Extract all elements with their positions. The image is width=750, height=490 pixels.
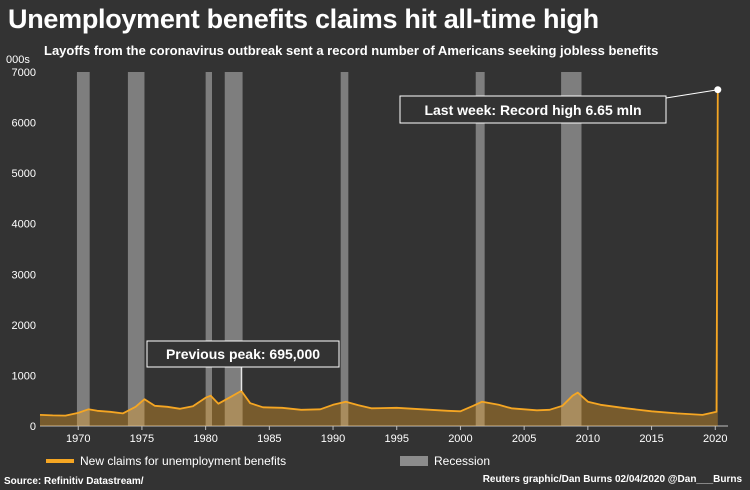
y-axis-unit-label: 000s: [6, 54, 30, 66]
annotations: Previous peak: 695,000 Last week: Record …: [146, 86, 722, 391]
record-high-label: Last week: Record high 6.65 mln: [424, 102, 641, 118]
recession-band-7: [561, 72, 582, 426]
x-tick-label-1970: 1970: [66, 433, 90, 445]
recession-swatch: [400, 456, 428, 466]
x-tick-label-2005: 2005: [512, 433, 536, 445]
x-tick-label-1985: 1985: [257, 433, 281, 445]
y-tick-label-6000: 6000: [12, 118, 36, 130]
y-tick-label-0: 0: [30, 421, 36, 433]
previous-peak-label: Previous peak: 695,000: [166, 346, 320, 362]
claims-series: [39, 89, 719, 426]
y-tick-label-5000: 5000: [12, 168, 36, 180]
legend-claims-label: New claims for unemployment benefits: [80, 454, 287, 468]
x-axis: 1970 1975 1980 1985 1990 1995 2000 2005 2010 2015…: [40, 425, 728, 445]
y-axis: 000s 0 1000 2000 3000 4000 5000 6000 7000: [6, 54, 36, 433]
credit-note: Reuters graphic/Dan Burns 02/04/2020 @Da…: [482, 474, 742, 485]
claims-line: [39, 89, 719, 417]
previous-peak-box: [146, 340, 340, 368]
record-high-box: [399, 95, 667, 124]
recession-bands: [76, 72, 582, 426]
record-high-leader: [665, 89, 718, 99]
x-tick-label-2010: 2010: [576, 433, 600, 445]
chart-title: Unemployment benefits claims hit all-tim…: [8, 4, 599, 34]
recession-band-5: [340, 72, 349, 426]
x-tick-label-1990: 1990: [321, 433, 345, 445]
x-tick-label-2000: 2000: [448, 433, 472, 445]
x-tick-label-2015: 2015: [639, 433, 663, 445]
recession-band-4: [224, 72, 243, 426]
x-tick-label-1975: 1975: [130, 433, 154, 445]
legend-recession-label: Recession: [434, 454, 491, 468]
legend-recession: Recession: [400, 454, 490, 468]
legend-claims: New claims for unemployment benefits: [46, 454, 286, 468]
y-tick-label-1000: 1000: [12, 370, 36, 382]
claims-swatch: [46, 459, 74, 463]
y-tick-label-7000: 7000: [12, 67, 36, 79]
x-tick-label-1980: 1980: [193, 433, 217, 445]
y-tick-label-3000: 3000: [12, 269, 36, 281]
source-note: Source: Refinitiv Datastream/: [4, 476, 144, 487]
x-tick-label-2020: 2020: [703, 433, 727, 445]
chart-subtitle: Layoffs from the coronavirus outbreak se…: [44, 43, 659, 58]
x-tick-label-1995: 1995: [384, 433, 408, 445]
y-tick-label-2000: 2000: [12, 320, 36, 332]
recession-band-1: [76, 72, 90, 426]
y-tick-label-4000: 4000: [12, 219, 36, 231]
recession-band-3: [205, 72, 212, 426]
recession-band-6: [475, 72, 485, 426]
record-high-marker: [714, 86, 722, 94]
recession-band-2: [127, 72, 145, 426]
